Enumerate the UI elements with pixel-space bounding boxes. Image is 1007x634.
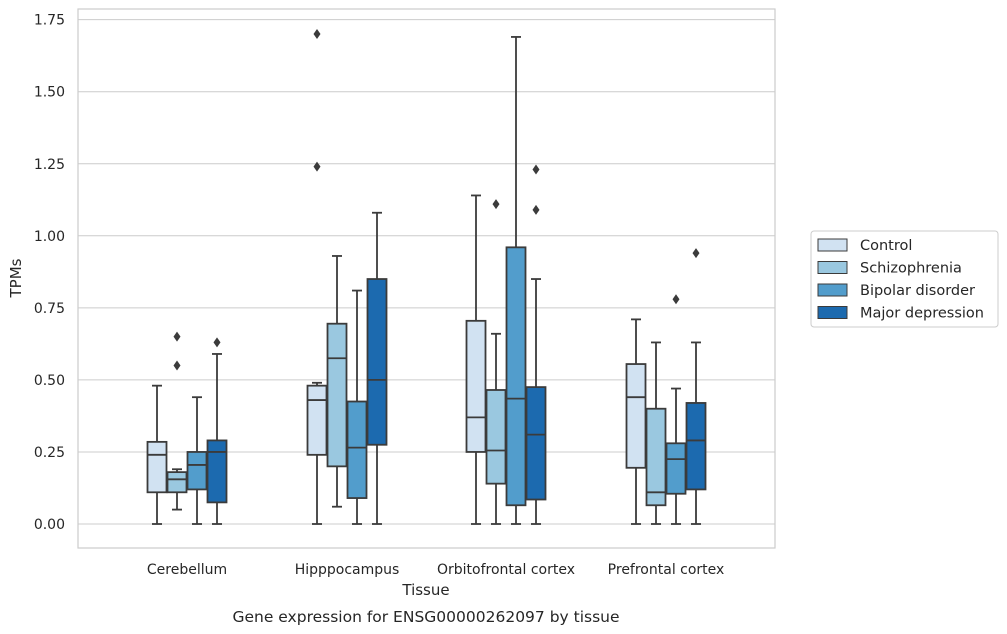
chart-caption: Gene expression for ENSG00000262097 by t…	[232, 608, 619, 626]
x-tick-label: Hipppocampus	[295, 562, 400, 578]
y-tick-label: 0.50	[34, 373, 65, 389]
box-body	[465, 319, 487, 453]
legend-label: Major depression	[860, 306, 984, 322]
outlier-point	[173, 331, 181, 342]
x-tick-label: Cerebellum	[147, 562, 227, 578]
legend-swatch	[817, 283, 848, 297]
plot-frame	[77, 8, 776, 549]
box-schizophrenia	[326, 255, 348, 508]
box-body	[186, 451, 208, 491]
legend-label: Control	[860, 238, 912, 254]
box-control	[465, 194, 487, 525]
outlier-point	[313, 161, 321, 172]
box-bipolar-disorder	[665, 294, 687, 525]
y-tick-label: 1.75	[34, 13, 65, 29]
outlier-point	[213, 337, 221, 348]
x-tick-label: Prefrontal cortex	[608, 562, 725, 578]
box-major-depression	[685, 248, 707, 525]
outlier-point	[692, 248, 700, 259]
y-tick-labels: 0.00 0.25 0.50 0.75 1.00 1.25 1.50 1.75	[34, 13, 65, 533]
box-control	[306, 29, 328, 525]
x-tick-labels: Cerebellum Hipppocampus Orbitofrontal cort…	[147, 562, 724, 578]
box-body	[665, 442, 687, 495]
legend: Control Schizophrenia Bipolar disorder Majo…	[810, 230, 999, 328]
box-body	[505, 246, 527, 507]
box-control	[625, 318, 647, 525]
boxes	[146, 29, 707, 525]
box-major-depression	[206, 337, 228, 525]
box-body	[366, 278, 388, 446]
y-tick-label: 0.25	[34, 445, 65, 461]
outlier-point	[492, 199, 500, 210]
outlier-point	[672, 294, 680, 305]
box-body	[685, 402, 707, 491]
box-body	[326, 322, 348, 468]
outlier-point	[532, 204, 540, 215]
box-schizophrenia	[485, 199, 507, 525]
legend-label: Bipolar disorder	[860, 283, 975, 299]
legend-label: Schizophrenia	[860, 261, 962, 277]
outlier-point	[532, 164, 540, 175]
box-bipolar-disorder	[346, 289, 368, 525]
box-body	[166, 471, 188, 494]
box-schizophrenia	[166, 331, 188, 511]
box-major-depression	[525, 164, 547, 525]
box-body	[346, 400, 368, 499]
y-tick-label: 0.75	[34, 301, 65, 317]
legend-swatch	[817, 238, 848, 252]
plot-border	[77, 8, 776, 549]
y-tick-label: 1.50	[34, 85, 65, 101]
box-control	[146, 384, 168, 525]
outlier-point	[173, 360, 181, 371]
outlier-point	[313, 29, 321, 40]
legend-swatch	[817, 261, 848, 274]
y-tick-label: 0.00	[34, 517, 65, 533]
x-tick-label: Orbitofrontal cortex	[437, 562, 575, 578]
x-axis-label: Tissue	[401, 581, 449, 599]
box-major-depression	[366, 211, 388, 525]
box-body	[485, 389, 507, 485]
legend-swatch	[817, 306, 848, 319]
box-body	[625, 363, 647, 469]
y-axis-label: TPMs	[7, 258, 25, 298]
box-body	[525, 386, 547, 501]
box-body	[306, 384, 328, 456]
legend-box	[810, 230, 999, 328]
box-schizophrenia	[645, 341, 667, 525]
box-body	[645, 407, 667, 507]
y-tick-label: 1.25	[34, 157, 65, 173]
y-tick-label: 1.00	[34, 229, 65, 245]
box-bipolar-disorder	[186, 396, 208, 525]
box-body	[206, 439, 228, 504]
box-body	[146, 440, 168, 494]
box-bipolar-disorder	[505, 36, 527, 525]
